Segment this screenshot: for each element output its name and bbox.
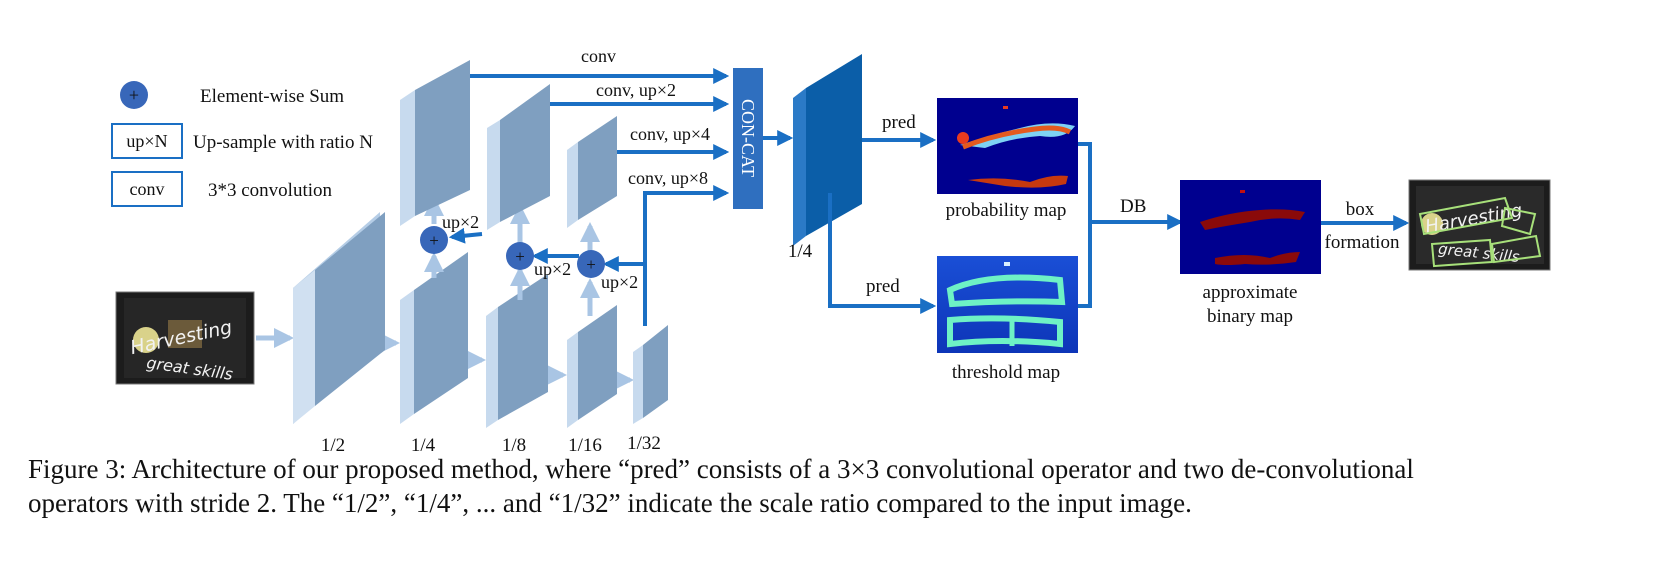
upsample-legend-box-text: up×N [126, 131, 167, 151]
pred-label: pred [866, 276, 900, 297]
upsample-legend-label: Up-sample with ratio N [193, 132, 373, 153]
box-formation-label-line2: formation [1325, 232, 1400, 253]
threshold-map [937, 256, 1078, 353]
pred-arrows [828, 132, 937, 314]
branch-arrows [470, 68, 730, 264]
backbone-map-1-32 [633, 325, 668, 424]
conv-legend-box-text: conv [130, 179, 165, 199]
caption-line-1: Figure 3: Architecture of our proposed m… [28, 454, 1414, 484]
concat-block: CON-CAT [733, 68, 763, 209]
probability-map [937, 98, 1078, 194]
upsample-legend-box [111, 123, 183, 159]
branch-label: conv [581, 46, 616, 66]
sum-node [506, 242, 534, 270]
up-label: up×2 [601, 272, 638, 292]
sum-nodes: + + + up×2 up×2 up×2 [420, 212, 647, 326]
scale-label: 1/4 [411, 435, 436, 456]
output-image: Harvesting great skills [1408, 179, 1551, 271]
branch-label: conv, up×2 [596, 80, 676, 100]
concat-label: CON-CAT [738, 99, 758, 177]
conv-legend-box [111, 171, 183, 207]
figure-caption: Figure 3: Architecture of our proposed m… [28, 452, 1638, 520]
branch-label: conv, up×8 [628, 168, 708, 188]
sum-symbol: + [129, 85, 139, 105]
db-connector [1078, 142, 1184, 308]
scale-label: 1/32 [627, 433, 661, 454]
fused-feature-map [793, 54, 862, 246]
box-formation-label-line1: box [1346, 199, 1375, 220]
backbone-scale-labels: 1/2 1/4 1/8 1/16 1/32 [321, 433, 661, 456]
sum-node [577, 250, 605, 278]
svg-text:+: + [429, 231, 439, 250]
backbone-map-1-2 [293, 212, 385, 424]
approximate-map-label-line2: binary map [1207, 306, 1293, 327]
scale-label: 1/16 [568, 435, 602, 456]
backbone-map-1-8 [486, 274, 548, 428]
backbone-map-1-4 [400, 252, 468, 424]
lateral-arrows [424, 196, 600, 316]
svg-text:+: + [586, 255, 596, 274]
svg-text:+: + [515, 247, 525, 266]
probability-map-label: probability map [946, 200, 1067, 221]
up-label: up×2 [442, 212, 479, 232]
legend: + Element-wise Sum up×N Up-sample with r… [111, 81, 373, 207]
branch-label: conv, up×4 [630, 124, 710, 144]
sum-node-legend-icon [120, 81, 148, 109]
scale-label: 1/2 [321, 435, 345, 456]
pyramid-feature-maps [400, 60, 617, 230]
approximate-binary-map [1180, 180, 1321, 274]
sum-node [420, 226, 448, 254]
sum-legend-label: Element-wise Sum [200, 86, 344, 107]
db-label: DB [1120, 196, 1146, 217]
conv-legend-label: 3*3 convolution [208, 180, 333, 201]
up-label: up×2 [534, 259, 571, 279]
input-image: Harvesting great skills [115, 291, 255, 385]
backbone-feature-maps [293, 212, 668, 428]
approximate-map-label-line1: approximate [1203, 282, 1298, 303]
caption-line-2: operators with stride 2. The “1/2”, “1/4… [28, 488, 1192, 518]
threshold-map-label: threshold map [952, 362, 1060, 383]
pred-label: pred [882, 112, 916, 133]
scale-label: 1/8 [502, 435, 526, 456]
backbone-map-1-16 [567, 305, 617, 428]
fused-scale-label: 1/4 [788, 241, 813, 262]
